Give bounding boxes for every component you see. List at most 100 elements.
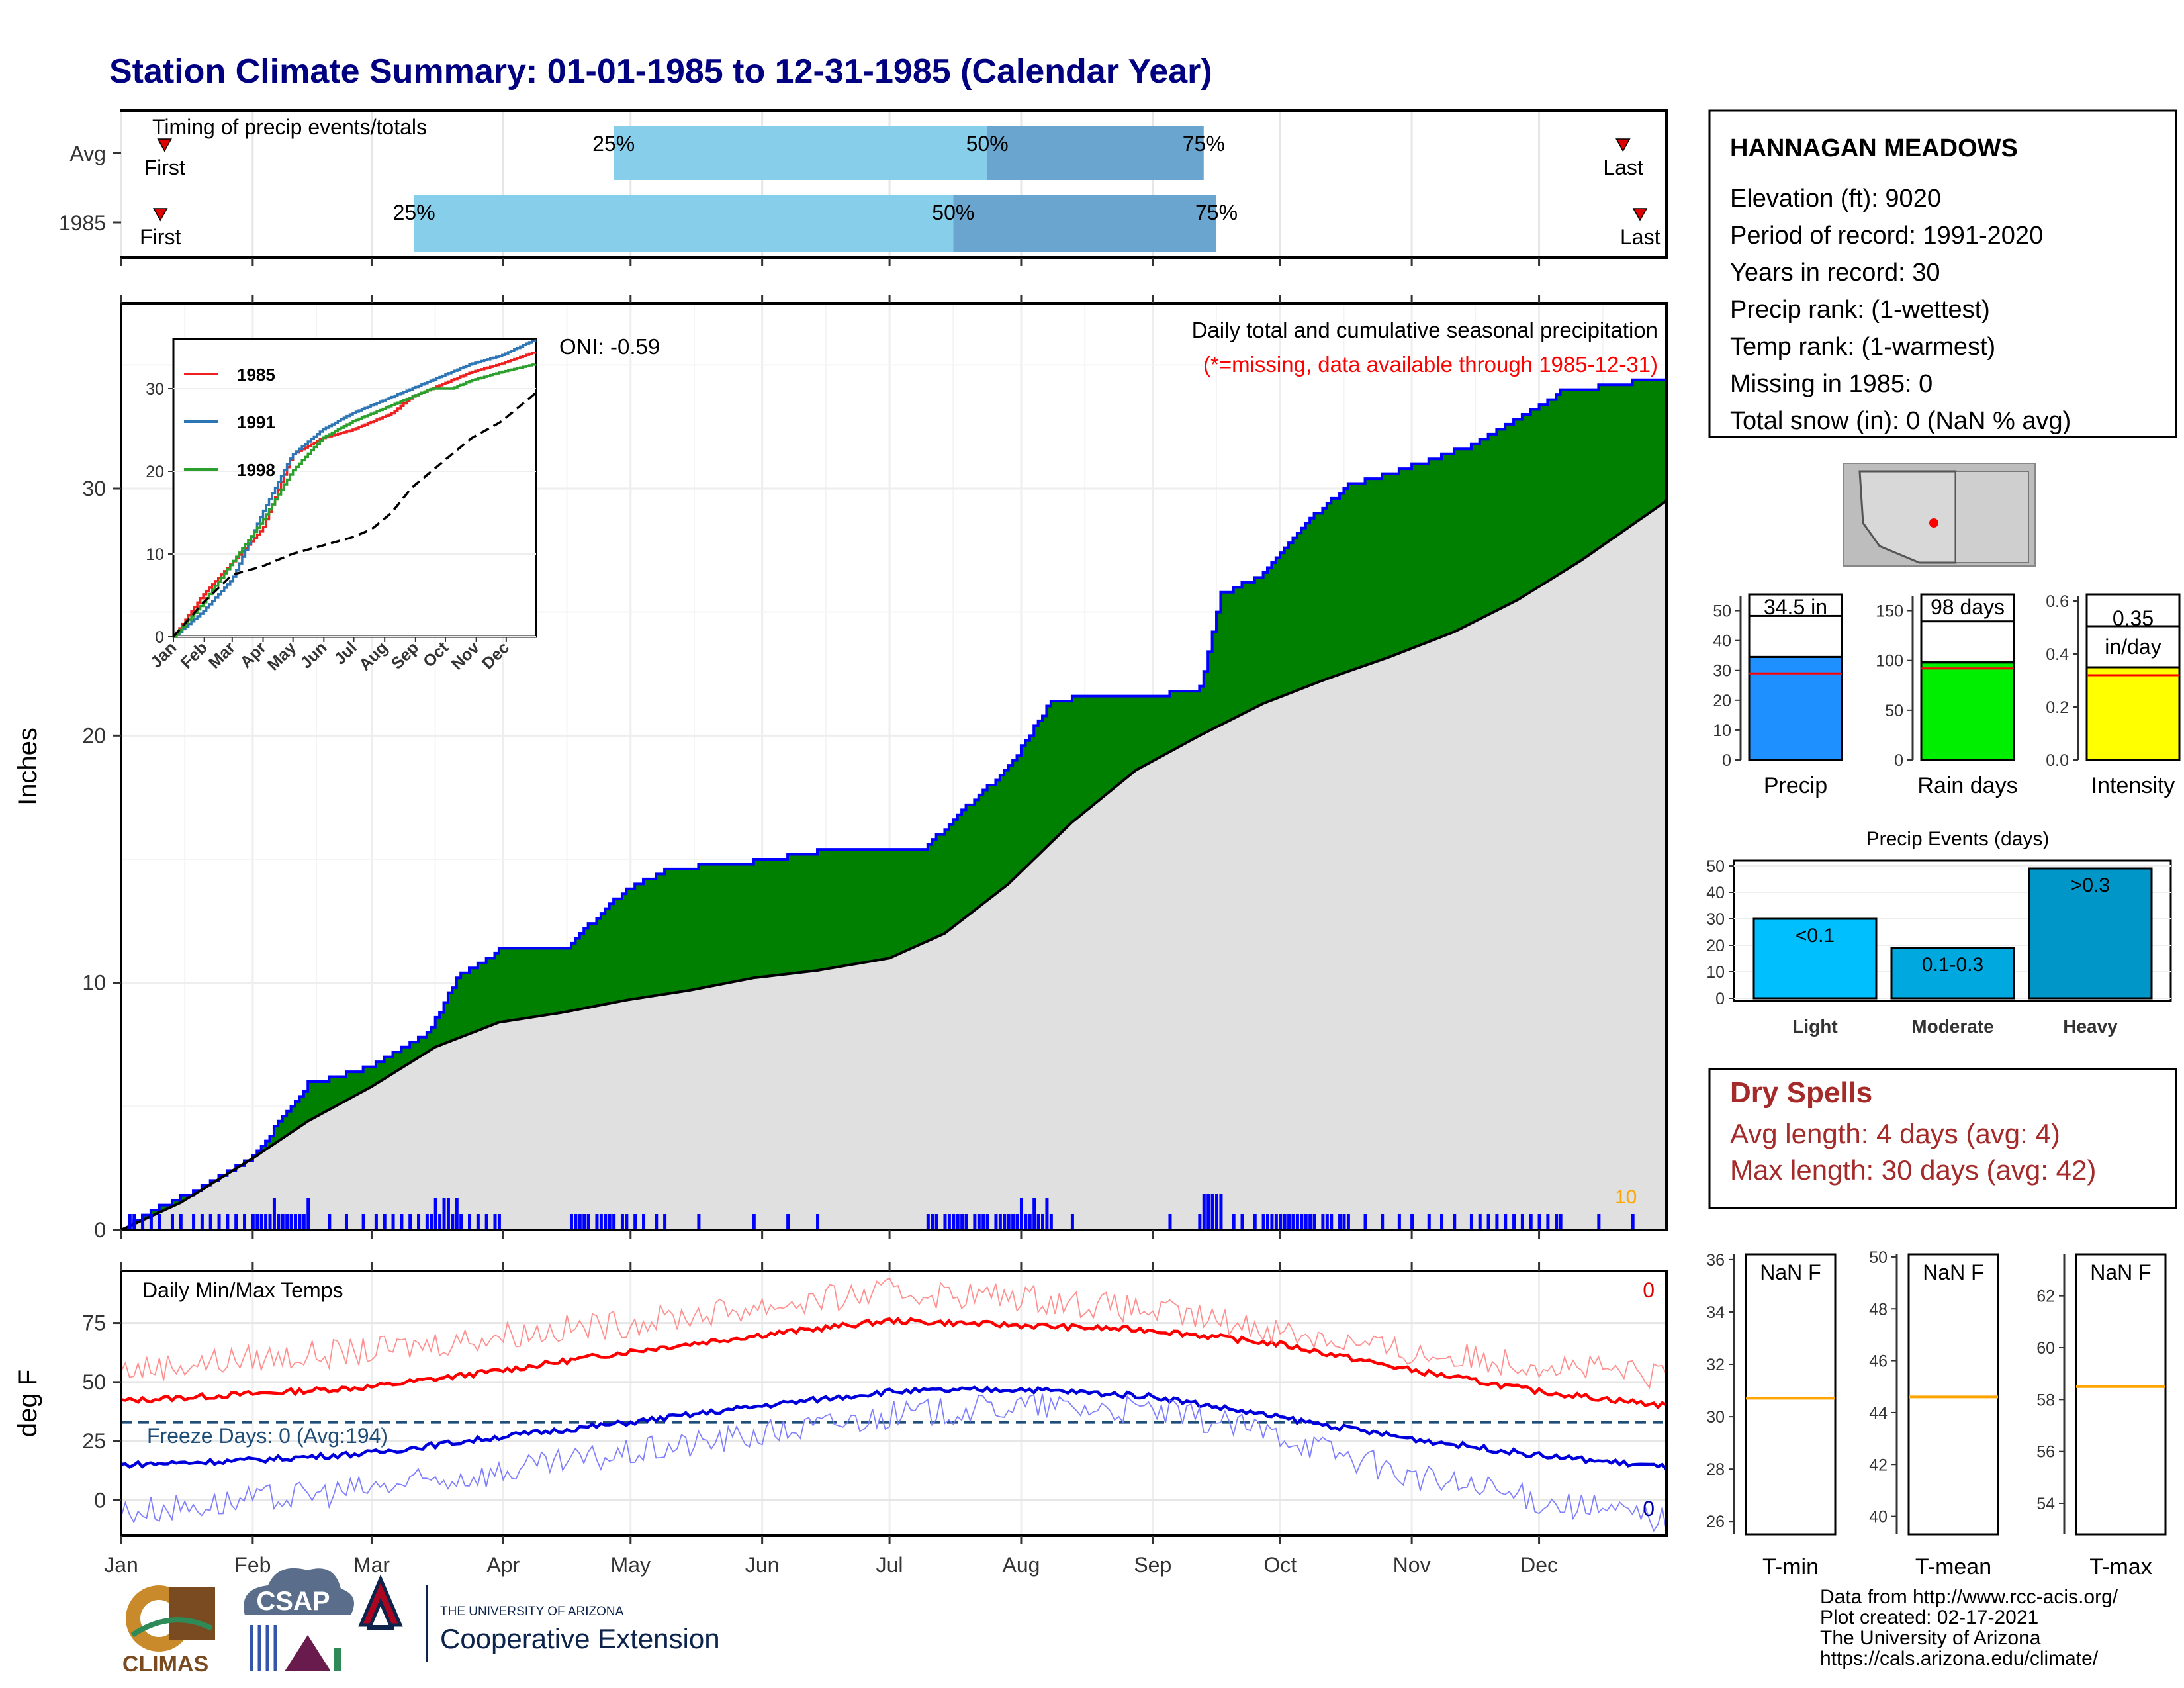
temp-side-ytick-label: 48 [1869,1300,1888,1319]
station-location-marker [1929,518,1938,528]
daily-precip-bar [642,1214,646,1230]
inset-series-line [173,339,537,638]
climas-logo: CLIMAS [122,1585,215,1677]
rank-bar-panels: 0 10 20 30 40 50 34.5 in Precip 0 50 100 150 98 days… [1713,592,2181,798]
daily-precip-bar [1300,1214,1304,1230]
station-line: Temp rank: (1-warmest) [1730,333,1995,361]
inset-ytick-label: 10 [146,545,164,564]
daily-precip-bar [234,1214,238,1230]
daily-precip-bar [998,1214,1002,1230]
rank-ytick-label: 40 [1713,632,1731,651]
daily-precip-bar [1240,1214,1244,1230]
daily-precip-bar [289,1214,293,1230]
daily-precip-bar [438,1214,442,1230]
daily-precip-bar [408,1214,412,1230]
daily-precip-bar [663,1214,667,1230]
month-label: Nov [1393,1553,1431,1577]
daily-precip-bar [179,1214,183,1230]
timing-first-label: First [144,156,185,179]
temp-series-line [120,1393,1667,1532]
daily-precip-bar [943,1214,947,1230]
daily-precip-bar [926,1214,930,1230]
timing-pct50: 50% [966,132,1009,156]
daily-precip-bar [141,1214,145,1230]
average-cumulative-area [121,500,1666,1230]
daily-precip-bar [277,1214,281,1230]
rank-ytick-label: 50 [1885,702,1903,720]
daily-precip-bar [400,1214,404,1230]
daily-precip-bar [1520,1214,1524,1230]
daily-precip-bar [604,1214,608,1230]
daily-precip-bar [1019,1198,1023,1230]
rank-frame [1920,593,2015,664]
daily-precip-bar [391,1214,395,1230]
main-missing-note: (*=missing, data available through 1985-… [1203,352,1658,377]
daily-precip-bar [1202,1194,1206,1230]
ua-logo: THE UNIVERSITY OF ARIZONA Cooperative Ex… [358,1574,720,1662]
daily-precip-bar [1210,1194,1214,1230]
precip-events-title: Precip Events (days) [1866,828,2050,850]
daily-precip-bar [259,1214,263,1230]
rank-ytick-label: 0 [1894,751,1903,770]
events-ytick-label: 40 [1706,884,1725,902]
daily-precip-bar [200,1214,204,1230]
daily-precip-bar [1363,1214,1367,1230]
temp-ytick-label: 50 [82,1370,106,1394]
events-bar [1752,917,1878,1000]
events-ytick-label: 0 [1715,990,1725,1008]
temp-panel: 0 25 50 75 deg F Daily Min/Max Temps Freeze… [13,1262,1668,1544]
timing-title: Timing of precip events/totals [152,115,427,139]
rank-bar [2085,666,2181,761]
daily-precip-bar [272,1198,276,1230]
daily-precip-bar [170,1214,174,1230]
temp-side-ytick-label: 60 [2036,1339,2055,1358]
daily-precip-bar [149,1214,153,1230]
temp-side-frame [2075,1253,2167,1536]
events-ytick-label: 50 [1706,857,1725,876]
rank-value-box [1748,614,1843,658]
events-ytick-label: 20 [1706,937,1725,955]
daily-precip-bar [1070,1214,1074,1230]
daily-precip-bar [1631,1214,1635,1230]
rank-value-label: in/day [2105,635,2161,659]
daily-precip-bar [128,1214,132,1230]
daily-precip-bar [298,1214,302,1230]
daily-precip-bar [1453,1214,1457,1230]
daily-precip-bar [217,1214,221,1230]
events-bar-label: 0.1-0.3 [1922,954,1983,976]
credit-line: The University of Arizona [1820,1627,2041,1649]
daily-precip-bar [1529,1214,1533,1230]
month-label: May [611,1553,651,1577]
main-precip-panel: 0 10 20 30 Inches Daily total and cumulativ… [13,295,1668,1242]
timing-bar-50-75 [987,126,1204,180]
daily-precip-bar [383,1214,387,1230]
temp-side-label: T-max [2089,1554,2152,1579]
daily-precip-bar [1287,1214,1291,1230]
daily-precip-bar [1512,1214,1516,1230]
main-frame [120,302,1668,1231]
daily-precip-bar [1041,1214,1045,1230]
credit-line: Plot created: 02-17-2021 [1820,1607,2038,1628]
rank-value-label: 34.5 in [1764,595,1827,619]
daily-precip-bar [931,1214,934,1230]
daily-precip-bar [655,1214,659,1230]
inset-ytick-label: 0 [155,628,164,647]
month-label: Jun [745,1553,780,1577]
temp-side-ytick-label: 30 [1706,1408,1725,1427]
inset-series-line [172,393,536,638]
temp-side-frame [1907,1253,1999,1536]
inset-legend-label: 1998 [237,460,275,480]
daily-precip-bar [608,1214,612,1230]
daily-precip-bar [446,1198,450,1230]
daily-precip-bar [1266,1214,1270,1230]
rank-value-box [1920,620,2015,664]
events-bar-label: >0.3 [2071,874,2110,896]
daily-precip-bar [586,1214,590,1230]
temp-side-ytick-label: 62 [2036,1288,2055,1306]
daily-precip-bar [786,1214,790,1230]
events-bar [2028,867,2153,1000]
main-heading: Daily total and cumulative seasonal prec… [1192,318,1658,342]
daily-precip-bar [1295,1214,1299,1230]
daily-precip-bar [430,1214,433,1230]
main-ytick-label: 10 [82,971,106,995]
